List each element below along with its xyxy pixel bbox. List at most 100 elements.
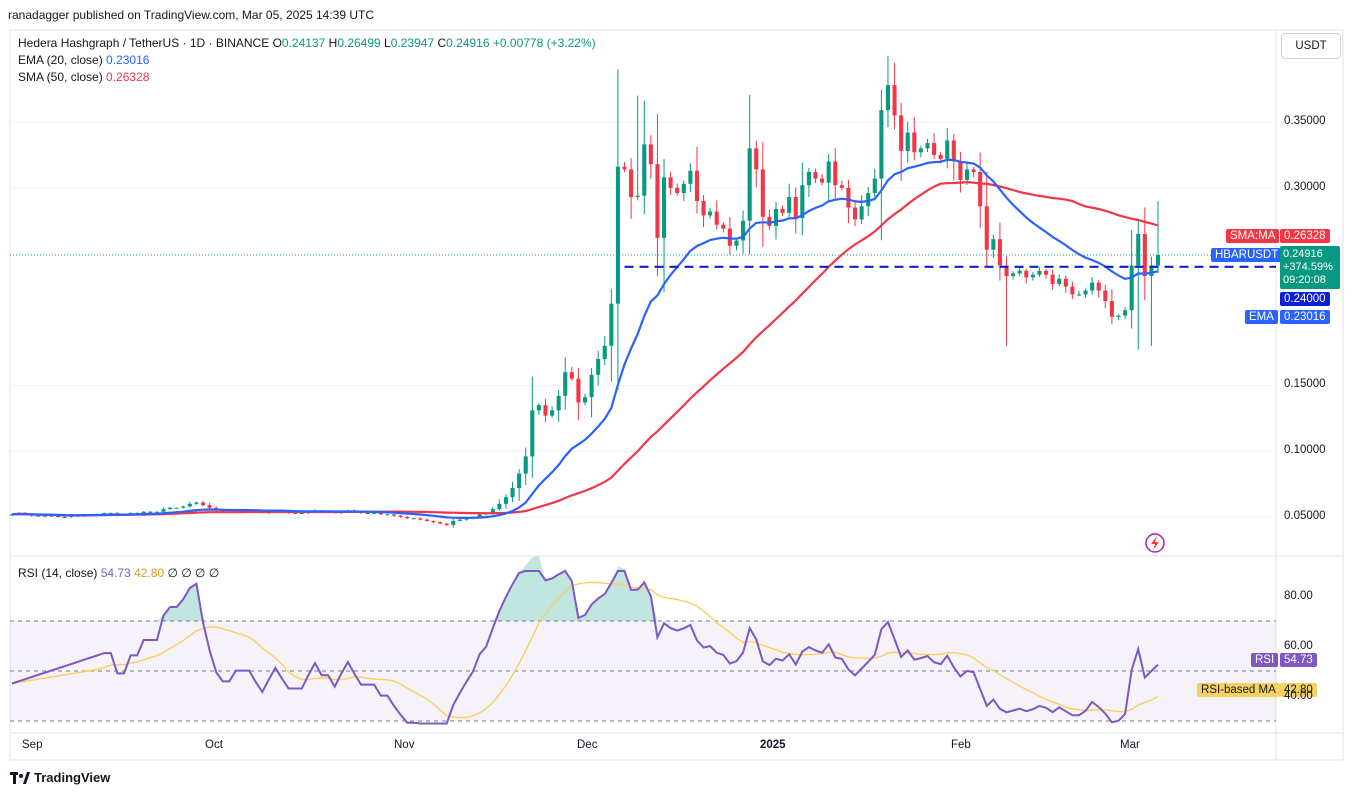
rsi-tag-label: RSI [1251, 653, 1279, 667]
candle-body [490, 509, 495, 514]
x-tick-label: 2025 [760, 739, 786, 751]
y-tick-label: 0.10000 [1284, 444, 1326, 456]
sma-ma-tag-label: SMA:MA [1226, 229, 1280, 243]
candle-body [187, 503, 192, 507]
price-tag: 0.24916 +374.59% 09:20:08 [1280, 246, 1340, 289]
candle-body [892, 85, 897, 116]
candle-body [708, 211, 713, 216]
candle-body [36, 515, 41, 517]
candle-body [741, 220, 746, 241]
candle-body [918, 148, 923, 153]
candle-body [424, 519, 429, 521]
candle-body [773, 208, 779, 227]
candle-body [701, 201, 706, 216]
candle-body [912, 132, 917, 153]
candle-body [1136, 233, 1141, 266]
candle-body [714, 211, 719, 225]
candle-body [451, 520, 456, 525]
sma-legend-value: 0.26328 [106, 70, 150, 84]
symbol-tag: HBARUSDT [1211, 248, 1283, 262]
candle-body [1030, 274, 1035, 278]
candle-body [879, 110, 884, 179]
candle-body [161, 509, 166, 512]
candle-body [431, 520, 436, 523]
candle-body [727, 228, 732, 246]
candle-body [932, 143, 937, 155]
high-value: 0.26499 [337, 36, 381, 50]
candle-body [168, 507, 173, 510]
candle-body [991, 239, 996, 250]
candle-body [372, 513, 377, 515]
candle-body [563, 372, 568, 396]
ema-tag-label: EMA [1245, 310, 1278, 324]
candle-body [582, 397, 588, 403]
candle-body [1011, 273, 1016, 277]
candle-body [556, 395, 561, 411]
candle-body [56, 515, 61, 517]
candle-body [207, 505, 212, 508]
candle-body [675, 187, 680, 194]
candle-body [813, 172, 818, 179]
candle-body [760, 169, 765, 217]
candle-body [438, 522, 443, 524]
candle-body [1076, 294, 1082, 296]
candle-body [523, 456, 528, 474]
candle-body [411, 518, 416, 520]
sma-ma-tag-value: 0.26328 [1280, 229, 1330, 243]
sma-50-line [11, 180, 1159, 517]
candle-body [1155, 254, 1161, 266]
candle-body [220, 510, 225, 512]
candle-body [826, 161, 831, 183]
candle-body [62, 517, 67, 518]
candle-body [609, 303, 614, 346]
candle-body [530, 410, 535, 457]
candle-body [846, 187, 851, 208]
candle-body [747, 148, 752, 221]
candle-body [1123, 310, 1128, 316]
sma-legend: SMA (50, close) 0.26328 [18, 70, 150, 84]
candle-body [457, 519, 462, 521]
currency-button[interactable]: USDT [1281, 33, 1341, 59]
rsi-tick-label: 60.00 [1284, 640, 1313, 652]
candle-body [194, 502, 199, 504]
candle-body [787, 197, 792, 213]
y-tick-label: 0.30000 [1284, 181, 1326, 193]
candle-body [839, 185, 844, 188]
candle-body [108, 513, 113, 515]
rsi-ma-line [11, 581, 1159, 719]
symbol-legend: Hedera Hashgraph / TetherUS · 1D · BINAN… [18, 36, 596, 50]
candle-body [1057, 278, 1062, 284]
candle-body [866, 193, 871, 207]
candle-body [1017, 270, 1022, 274]
candle-body [945, 140, 950, 159]
rsi-ma-tag-label: RSI-based MA [1197, 683, 1280, 697]
candle-body [951, 140, 956, 162]
candle-body [385, 514, 390, 516]
candle-body [378, 513, 383, 515]
publisher-line: ranadagger published on TradingView.com,… [8, 8, 375, 22]
candle-body [793, 197, 798, 219]
candle-body [148, 511, 153, 513]
x-tick-label: Dec [577, 739, 598, 751]
candle-body [806, 172, 811, 186]
candle-body [1070, 286, 1075, 295]
candle-body [615, 166, 620, 304]
rsi-legend: RSI (14, close) 54.73 42.80 ∅ ∅ ∅ ∅ [18, 566, 220, 580]
candle-body [569, 372, 574, 379]
candle-body [299, 513, 304, 515]
candle-body [622, 166, 627, 170]
ema-legend: EMA (20, close) 0.23016 [18, 53, 150, 67]
ema-legend-value: 0.23016 [106, 53, 150, 67]
candle-body [629, 169, 634, 198]
rsi-legend-value: 54.73 [100, 566, 131, 580]
candle-body [391, 514, 397, 516]
candle-body [694, 170, 700, 201]
candle-body [543, 405, 548, 416]
rsi-overbought-fill [156, 583, 203, 621]
candle-body [964, 169, 970, 180]
y-tick-label: 0.15000 [1284, 378, 1326, 390]
candle-body [293, 513, 298, 515]
candle-body [576, 378, 581, 403]
candle-body [1103, 290, 1108, 302]
